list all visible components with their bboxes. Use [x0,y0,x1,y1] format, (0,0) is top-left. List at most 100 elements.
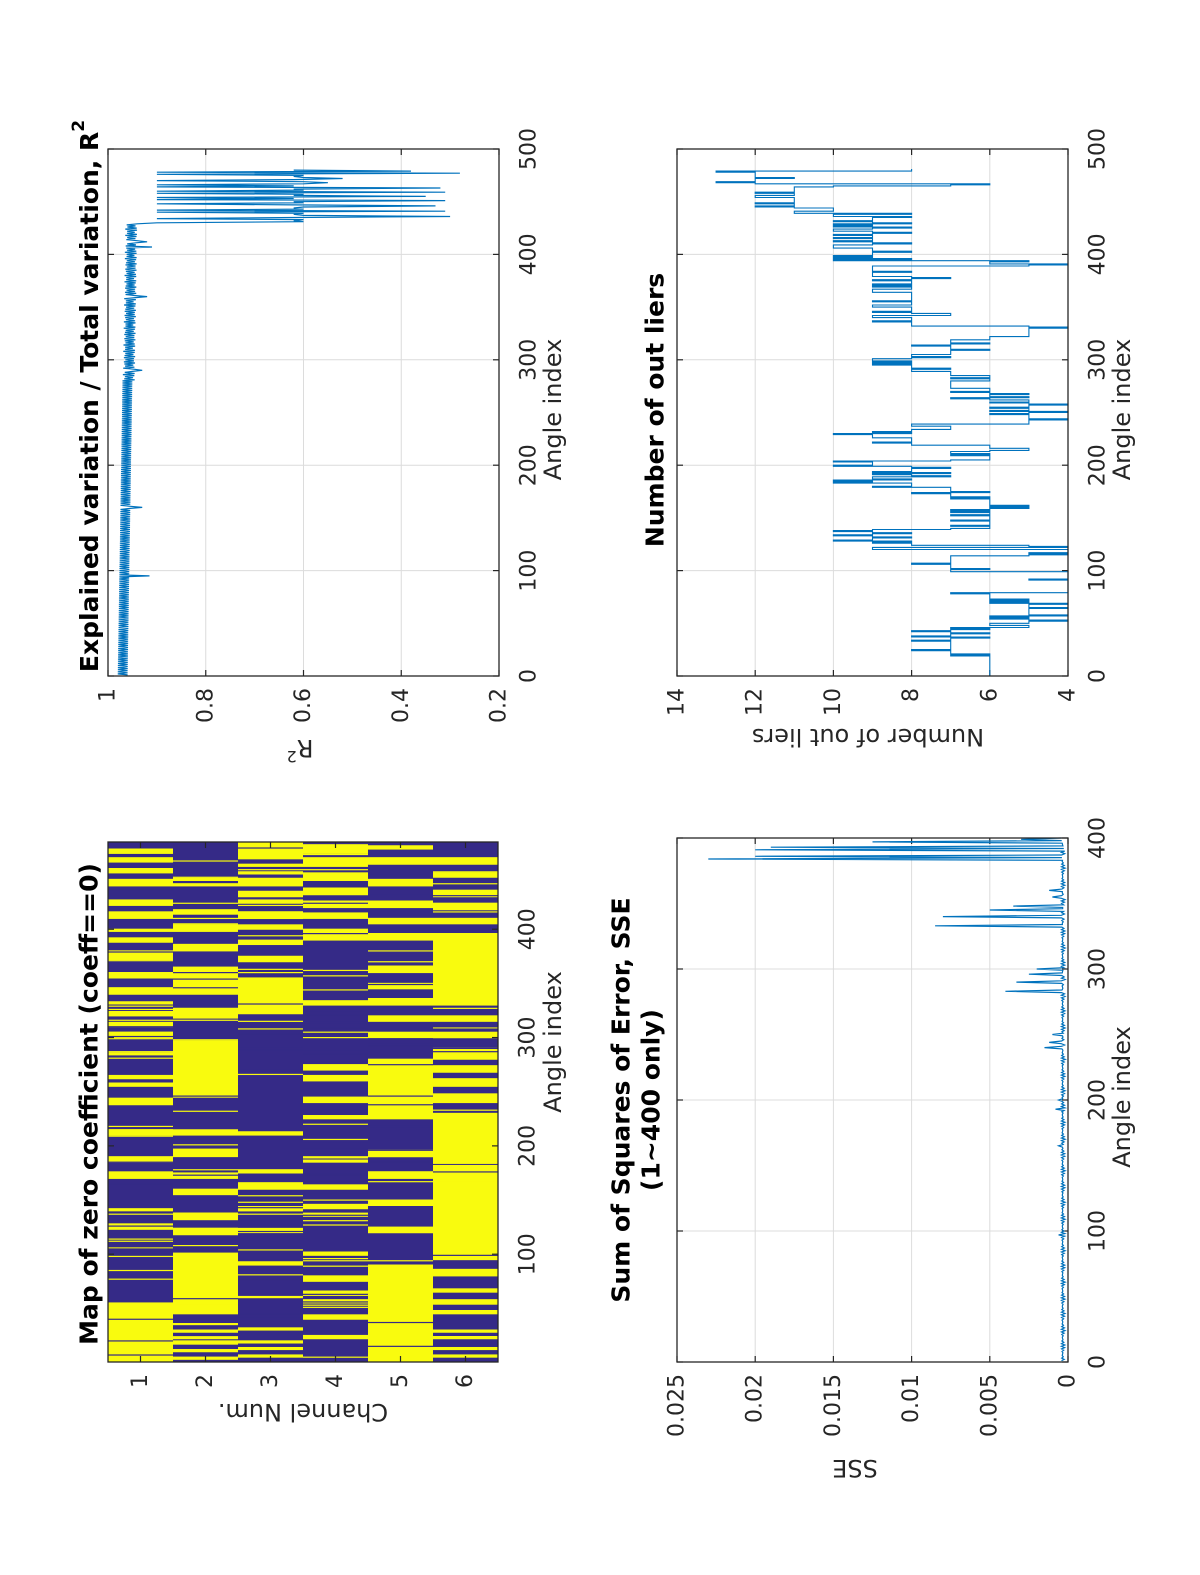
heatmap-cell [173,1212,238,1219]
heatmap-cell [368,1161,433,1163]
heatmap-cell [368,1345,433,1347]
heatmap-cell [433,878,498,881]
heatmap-cell [173,909,238,914]
x-tick-label: 400 [516,908,541,950]
heatmap-cell [238,1195,303,1197]
heatmap-cell [368,1087,433,1090]
heatmap-cell [433,1268,498,1277]
heatmap-cell [108,1340,173,1342]
heatmap-cell [173,1174,238,1176]
heatmap-cell [108,1161,173,1163]
heatmap-cell [173,1128,238,1130]
heatmap-cell [303,1330,368,1332]
heatmap-cell [368,927,433,929]
heatmap-cell [108,1247,173,1249]
heatmap-cell [238,1131,303,1136]
heatmap-cell [303,1220,368,1222]
heatmap-cell [303,1314,368,1320]
y-axis-label-superscript: 2 [287,748,297,767]
heatmap-cell [303,1172,368,1174]
heatmap-cell [368,1068,433,1070]
heatmap-cell [368,965,433,974]
heatmap-cell [368,961,433,963]
chart-title: Sum of Squares of Error, SSE [607,897,636,1302]
heatmap-cell [173,1129,238,1136]
heatmap-cell [238,1253,303,1255]
heatmap-cell [108,911,173,919]
heatmap-cell [433,871,498,873]
heatmap-cell [433,857,498,865]
y-tick-label: 14 [665,688,690,716]
heatmap-cell [433,1104,498,1106]
heatmap-cell [238,1345,303,1347]
heatmap-cell [368,873,433,875]
heatmap-cell [108,937,173,943]
heatmap-cell [303,857,368,867]
heatmap-cell [173,1298,238,1300]
heatmap-cell [303,1199,368,1201]
heatmap-cell [368,1226,433,1234]
heatmap-cell [108,1302,173,1362]
heatmap-cell [108,1211,173,1213]
y-tick-label: 1 [128,1374,153,1388]
heatmap-cell [238,1047,303,1050]
heatmap-cell [433,895,498,897]
heatmap-cell [433,1317,498,1319]
heatmap-cell [108,1232,173,1234]
heatmap-cell [303,1157,368,1159]
heatmap-cell [173,1334,238,1337]
x-tick-label: 200 [1086,444,1111,486]
heatmap-cell [368,955,433,957]
heatmap-cell [433,1336,498,1340]
heatmap-cell [108,1035,173,1038]
heatmap-cell [238,1259,303,1261]
heatmap-cell [108,889,173,891]
heatmap-cell [238,935,303,937]
y-tick-label: 0.8 [193,688,218,723]
y-axis-label: Channel Num. [218,1398,388,1426]
heatmap-cell [238,871,303,875]
heatmap-cell [108,987,173,995]
chart-title: Number of out liers [641,273,670,547]
heatmap-cell [433,1346,498,1351]
heatmap-cell [303,869,368,871]
heatmap-cell [433,956,498,959]
heatmap-cell [108,1255,173,1258]
x-tick-label: 400 [1086,817,1111,859]
heatmap-cell [433,1329,498,1333]
x-axis-label: Angle index [539,339,567,481]
heatmap-cell [173,943,238,952]
y-tick-label: 0.6 [291,688,316,723]
heatmap-cell [238,1070,303,1072]
heatmap-cell [238,869,303,871]
heatmap-cell [303,1252,368,1254]
heatmap-cell [368,892,433,895]
heatmap-cell [238,939,303,945]
heatmap-cell [368,1282,433,1285]
heatmap-cell [238,1048,303,1051]
heatmap-cell [433,1037,498,1039]
axes-box [676,148,1069,677]
heatmap-cell [238,1262,303,1264]
heatmap-cell [433,1197,498,1199]
heatmap-cell [108,1240,173,1242]
heatmap-cell [303,1203,368,1210]
heatmap-cell [238,1340,303,1344]
heatmap-cell [433,1310,498,1312]
heatmap-cell [238,904,303,907]
y-tick-label: 3 [258,1374,283,1388]
heatmap-cell [238,1201,303,1203]
heatmap-cell [303,1037,368,1039]
heatmap-cell [173,877,238,881]
y-tick-label: 6 [977,688,1002,702]
x-tick-label: 200 [517,444,542,486]
heatmap-cell [303,1174,368,1176]
title-superscript: 2 [69,120,89,132]
heatmap-cell [238,890,303,898]
heatmap-cell [108,1238,173,1240]
y-tick-label: 4 [323,1374,348,1388]
heatmap-cell [303,902,368,904]
heatmap-cell [433,853,498,856]
heatmap-cell [303,1108,368,1110]
heatmap-cell [303,1334,368,1340]
